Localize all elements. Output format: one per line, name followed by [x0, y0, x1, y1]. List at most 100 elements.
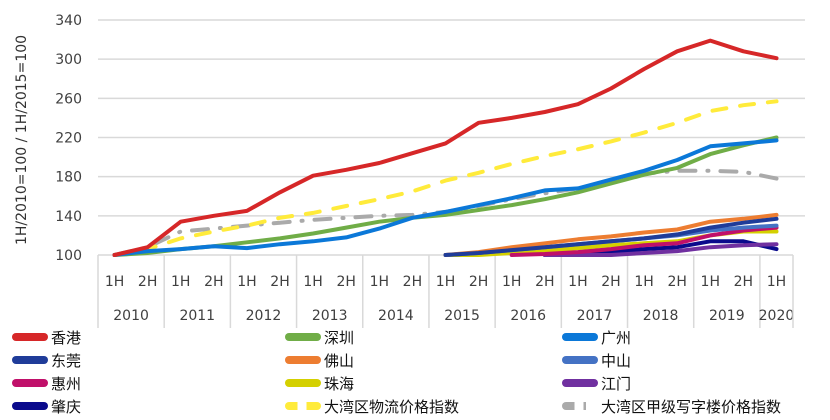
data-point [676, 228, 679, 231]
data-point [477, 252, 480, 255]
legend-swatch [562, 356, 598, 364]
data-point [676, 121, 679, 124]
x-tick-period: 1H [436, 274, 455, 290]
legend-swatch [562, 379, 598, 387]
data-point [609, 140, 612, 143]
data-point [609, 244, 612, 247]
data-point [576, 247, 579, 250]
data-point [543, 198, 546, 201]
legend-item: 大湾区物流价格指数 [285, 395, 459, 417]
data-point [444, 142, 447, 145]
data-point [676, 250, 679, 253]
data-point [345, 226, 348, 229]
y-axis-label: 1H/2010=100 / 1H/2015=100 [14, 35, 30, 245]
data-point [775, 230, 778, 233]
chart-legend: 香港 深圳 广州 东莞 佛山 中山 惠州 珠海 江门 肇庆 大湾区物流价格指数 大湾区甲级写字楼价格指… [0, 326, 830, 420]
data-point [212, 214, 215, 217]
data-point [279, 216, 282, 219]
data-point [775, 100, 778, 103]
series-line-6 [509, 225, 779, 257]
data-point [576, 187, 579, 190]
data-point [576, 243, 579, 246]
legend-label: 江门 [601, 374, 632, 393]
x-tick-period: 1H [303, 274, 322, 290]
legend-swatch [12, 402, 48, 410]
data-point [245, 209, 248, 212]
data-point [775, 217, 778, 220]
data-point [643, 244, 646, 247]
y-tick-label: 100 [55, 248, 82, 264]
data-point [709, 153, 712, 156]
data-point [411, 190, 414, 193]
legend-swatch [285, 356, 321, 364]
data-point [312, 240, 315, 243]
x-tick-year: 2010 [113, 308, 149, 324]
x-tick-year: 2019 [709, 308, 745, 324]
data-point [179, 230, 182, 233]
data-point [609, 182, 612, 185]
x-tick-year: 2015 [444, 308, 480, 324]
data-point [742, 226, 745, 229]
x-tick-year: 2018 [643, 308, 679, 324]
legend-label: 大湾区物流价格指数 [324, 397, 460, 416]
x-tick-period: 1H [502, 274, 521, 290]
y-tick-label: 220 [55, 131, 82, 147]
x-tick-period: 2H [469, 274, 488, 290]
x-tick-period: 2H [734, 274, 753, 290]
data-point [676, 246, 679, 249]
x-tick-period: 1H [370, 274, 389, 290]
data-point [643, 248, 646, 251]
x-tick-period: 1H [634, 274, 653, 290]
data-point [576, 191, 579, 194]
data-point [775, 213, 778, 216]
data-point [510, 254, 513, 257]
data-point [576, 103, 579, 106]
data-point [543, 253, 546, 256]
x-tick-period: 2H [204, 274, 223, 290]
legend-label: 香港 [51, 328, 82, 347]
data-point [345, 168, 348, 171]
x-tick-period: 1H [767, 274, 786, 290]
data-point [709, 220, 712, 223]
data-point [775, 57, 778, 60]
legend-swatch [562, 402, 598, 410]
legend-label: 广州 [601, 328, 632, 347]
line-chart: 100 140 180 220 260 300 340 1H/2010=100 / 1H/2… [14, 13, 805, 328]
data-point [378, 227, 381, 230]
legend-item: 香港 [12, 326, 81, 348]
data-point [510, 204, 513, 207]
y-tick-label: 140 [55, 209, 82, 225]
data-point [378, 198, 381, 201]
x-tick-year: 2013 [312, 308, 348, 324]
x-tick-period: 1H [568, 274, 587, 290]
data-point [378, 214, 381, 217]
data-point [312, 211, 315, 214]
x-tick-period: 1H [701, 274, 720, 290]
legend-label: 中山 [601, 351, 632, 370]
data-point [378, 220, 381, 223]
x-tick-year: 2012 [246, 308, 282, 324]
data-point [543, 155, 546, 158]
data-point [709, 240, 712, 243]
data-point [510, 162, 513, 165]
data-point [742, 142, 745, 145]
data-point [179, 248, 182, 251]
data-point [742, 244, 745, 247]
series-line-2 [112, 138, 779, 257]
series-line-3 [443, 216, 779, 257]
legend-swatch [285, 379, 321, 387]
data-point [477, 171, 480, 174]
data-point [742, 221, 745, 224]
legend-label: 大湾区甲级写字楼价格指数 [601, 397, 782, 416]
x-tick-period: 1H [105, 274, 124, 290]
data-point [279, 237, 282, 240]
data-point [312, 174, 315, 177]
legend-item: 广州 [562, 326, 631, 348]
data-point [676, 159, 679, 162]
data-point [179, 237, 182, 240]
data-point [345, 236, 348, 239]
data-point [609, 254, 612, 257]
data-point [775, 224, 778, 227]
legend-label: 肇庆 [51, 397, 82, 416]
x-tick-year: 2011 [179, 308, 215, 324]
